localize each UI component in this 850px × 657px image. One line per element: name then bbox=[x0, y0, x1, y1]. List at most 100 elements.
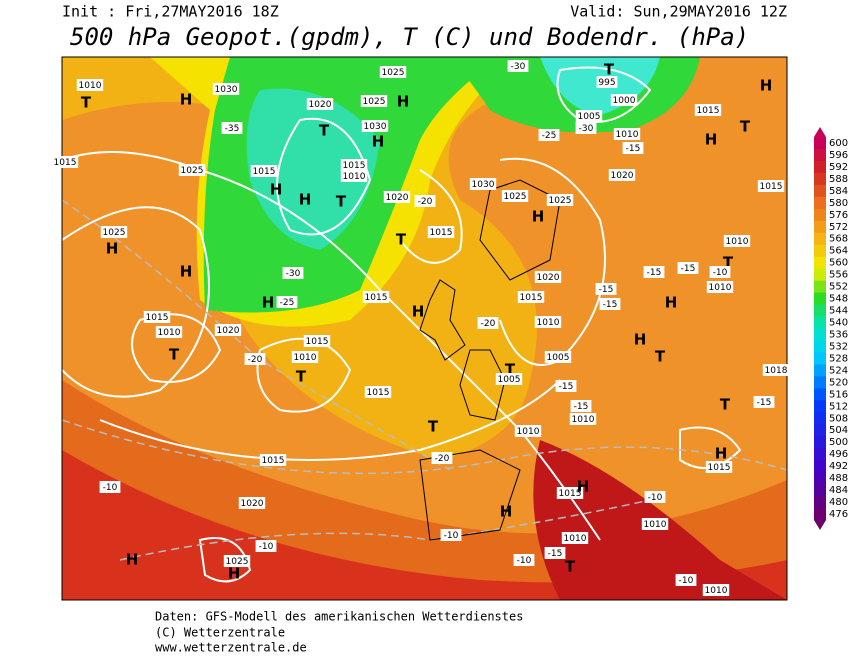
pressure-center: H bbox=[262, 294, 275, 312]
footer-url: www.wetterzentrale.de bbox=[155, 641, 307, 655]
contour-label: -10 bbox=[648, 493, 663, 503]
label-box bbox=[544, 547, 566, 559]
label-box bbox=[291, 351, 319, 363]
contour-label: -10 bbox=[517, 556, 532, 566]
contour-label: -10 bbox=[444, 531, 459, 541]
label-box bbox=[546, 194, 574, 206]
label-box bbox=[709, 266, 731, 278]
footer-source: Daten: GFS-Modell des amerikanischen Wet… bbox=[155, 610, 523, 624]
contour-label: 1010 bbox=[537, 318, 560, 328]
label-box bbox=[259, 454, 287, 466]
colorbar-cell bbox=[814, 160, 826, 174]
contour-label: 1005 bbox=[578, 112, 601, 122]
pressure-center: T bbox=[505, 361, 516, 379]
colorbar-cell bbox=[814, 376, 826, 389]
colorbar-label: 600 bbox=[829, 138, 848, 149]
contour-label: 1010 bbox=[564, 534, 587, 544]
contour-label: -15 bbox=[647, 268, 662, 278]
map-title: 500 hPa Geopot.(gpdm), T (C) und Bodendr… bbox=[70, 23, 749, 51]
colorbar-cell bbox=[814, 148, 826, 162]
label-box bbox=[361, 120, 389, 132]
colorbar-cell bbox=[814, 448, 826, 461]
label-box bbox=[595, 283, 617, 295]
colorbar-cell bbox=[814, 496, 826, 509]
label-box bbox=[362, 291, 390, 303]
label-box bbox=[221, 122, 243, 134]
label-box bbox=[643, 266, 665, 278]
contour-label: -30 bbox=[579, 124, 594, 134]
pressure-center: H bbox=[634, 331, 647, 349]
colorbar-label: 524 bbox=[829, 365, 848, 376]
label-box bbox=[276, 296, 298, 308]
colorbar: 6005965925885845805765725685645605565525… bbox=[814, 127, 848, 530]
colorbar-label: 480 bbox=[829, 497, 848, 508]
colorbar-label: 544 bbox=[829, 306, 848, 317]
contour-label: 1015 bbox=[54, 158, 77, 168]
colorbar-cell bbox=[814, 304, 826, 318]
contour-label: -30 bbox=[286, 269, 301, 279]
colorbar-label: 476 bbox=[829, 509, 848, 520]
label-box bbox=[364, 386, 392, 398]
colorbar-label: 496 bbox=[829, 449, 848, 460]
label-box bbox=[762, 364, 790, 376]
label-box bbox=[507, 60, 529, 72]
label-box bbox=[599, 298, 621, 310]
colorbar-label: 560 bbox=[829, 258, 848, 269]
colorbar-arrow-top bbox=[814, 127, 826, 138]
pressure-center: T bbox=[169, 346, 180, 364]
label-box bbox=[596, 76, 618, 88]
label-box bbox=[610, 94, 638, 106]
pressure-center: T bbox=[81, 94, 92, 112]
contour-label: 1010 bbox=[294, 353, 317, 363]
pressure-center: H bbox=[106, 240, 119, 258]
contour-label: -10 bbox=[103, 483, 118, 493]
label-box bbox=[555, 380, 577, 392]
pressure-center: T bbox=[740, 118, 751, 136]
contour-label: 1015 bbox=[365, 293, 388, 303]
contour-label: 1025 bbox=[226, 557, 249, 567]
contour-label: -15 bbox=[757, 398, 772, 408]
label-box bbox=[495, 373, 523, 385]
label-box bbox=[753, 396, 775, 408]
colorbar-cell bbox=[814, 388, 826, 401]
contour-label: -15 bbox=[559, 382, 574, 392]
label-box bbox=[214, 324, 242, 336]
colorbar-cell bbox=[814, 364, 826, 377]
colorbar-label: 532 bbox=[829, 341, 848, 352]
colorbar-cell bbox=[814, 172, 826, 186]
label-box bbox=[538, 129, 560, 141]
pressure-center: T bbox=[720, 396, 731, 414]
colorbar-cell bbox=[814, 232, 826, 246]
contour-label: -15 bbox=[603, 300, 618, 310]
colorbar-cell bbox=[814, 292, 826, 306]
label-box bbox=[244, 353, 266, 365]
footer-copyright: (C) Wetterzentrale bbox=[155, 626, 285, 640]
colorbar-cell bbox=[814, 244, 826, 258]
contour-label: 1005 bbox=[547, 353, 570, 363]
label-box bbox=[306, 98, 334, 110]
colorbar-arrow-bottom bbox=[814, 519, 826, 530]
contour-label: -15 bbox=[574, 402, 589, 412]
colorbar-cell bbox=[814, 508, 826, 521]
pressure-center: H bbox=[228, 565, 241, 583]
contour-label: 1015 bbox=[253, 167, 276, 177]
colorbar-label: 580 bbox=[829, 198, 848, 209]
contour-label: 1025 bbox=[382, 68, 405, 78]
contour-label: 1020 bbox=[537, 273, 560, 283]
label-box bbox=[303, 335, 331, 347]
colorbar-label: 536 bbox=[829, 329, 848, 340]
contour-label: -10 bbox=[259, 542, 274, 552]
label-box bbox=[544, 351, 572, 363]
label-box bbox=[282, 267, 304, 279]
pressure-center: H bbox=[397, 93, 410, 111]
contour-label: -15 bbox=[681, 264, 696, 274]
pressure-center: H bbox=[577, 478, 590, 496]
colorbar-cell bbox=[814, 256, 826, 270]
colorbar-cell bbox=[814, 400, 826, 413]
contour-label: -10 bbox=[713, 268, 728, 278]
label-box bbox=[469, 178, 497, 190]
pressure-center: T bbox=[428, 418, 439, 436]
